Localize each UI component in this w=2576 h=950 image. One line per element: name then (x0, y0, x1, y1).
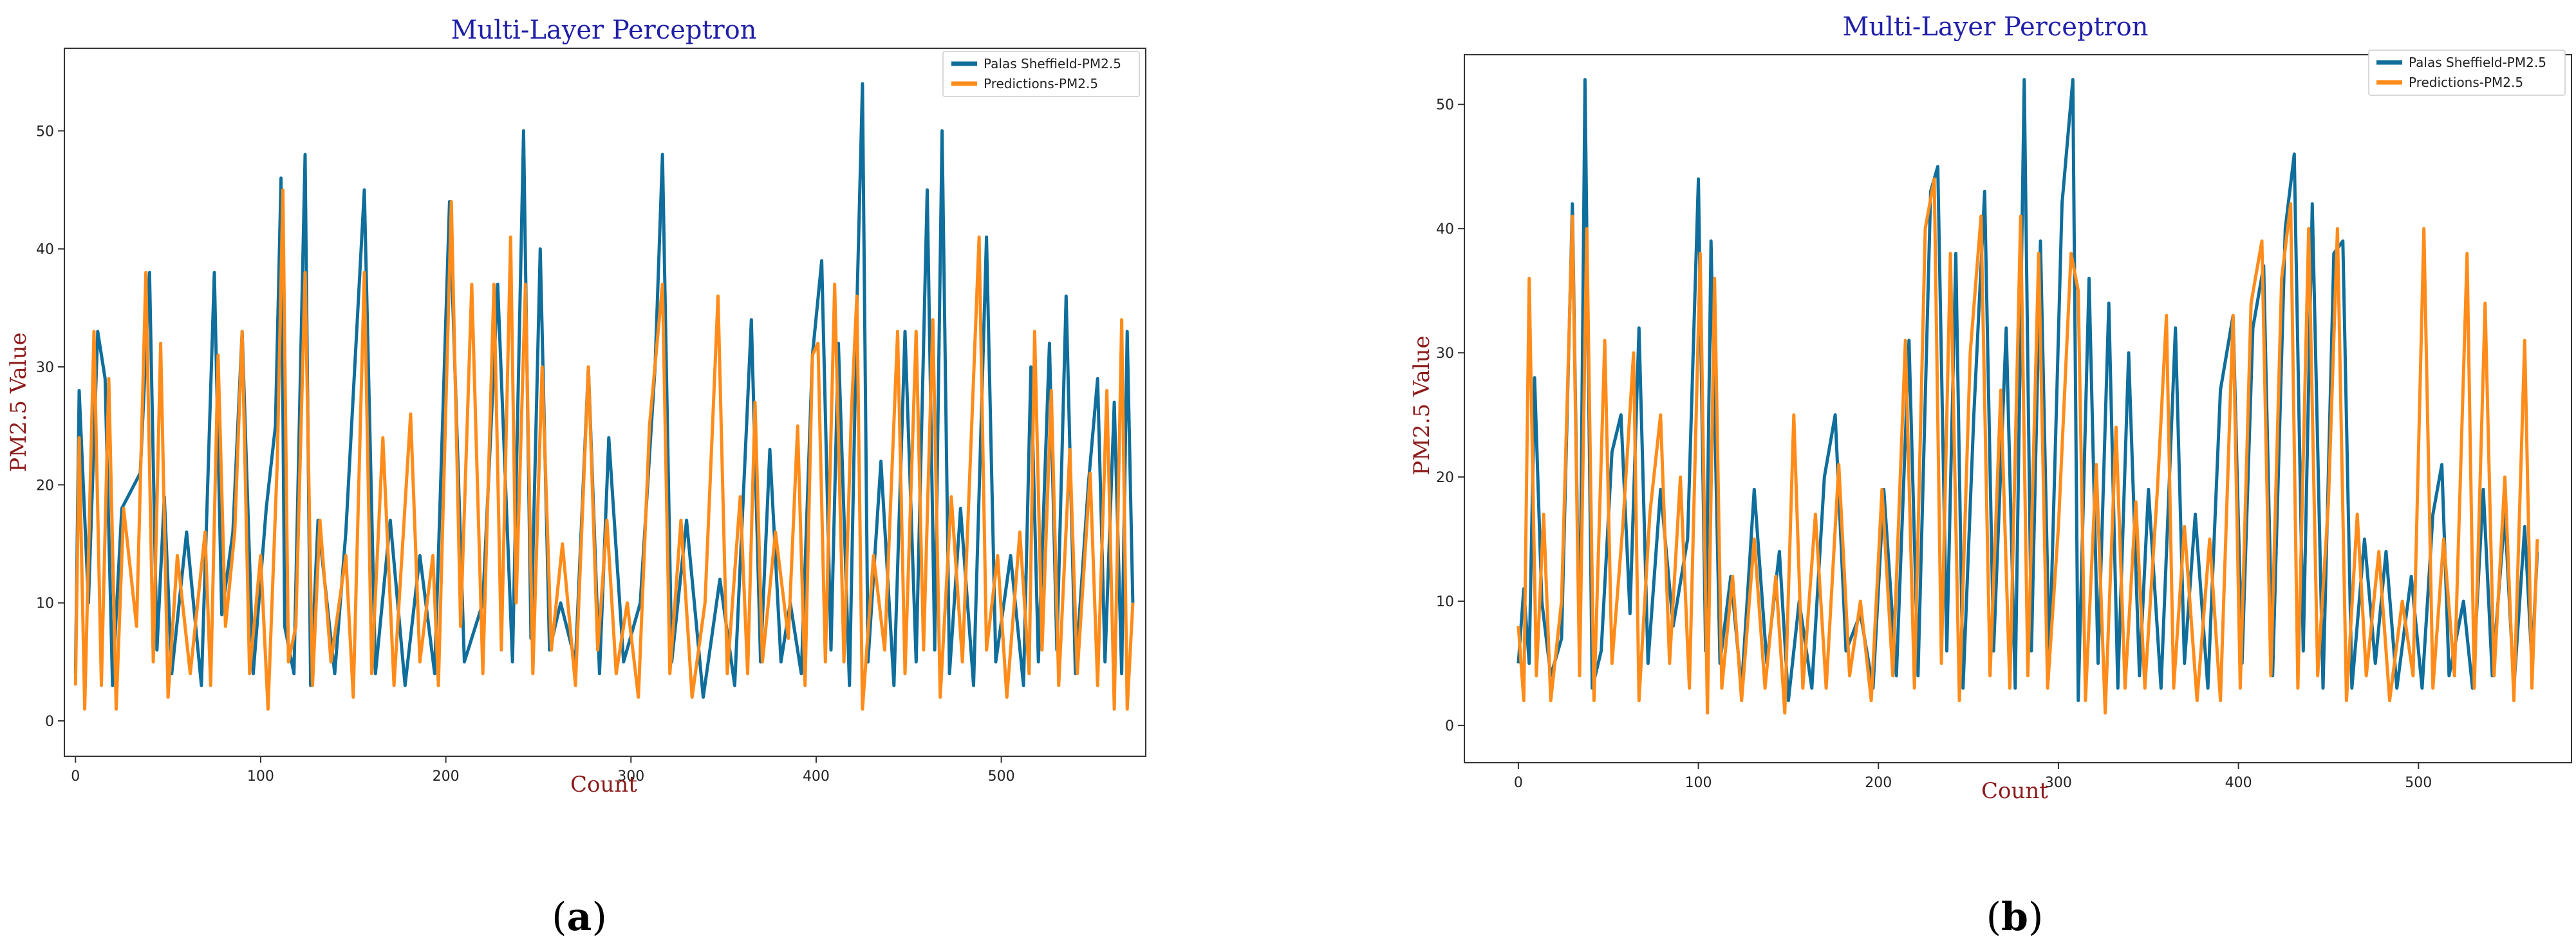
panel-b-y-tick-label: 40 (1436, 221, 1454, 238)
panel-b-y-tick-label: 50 (1436, 97, 1454, 113)
panel-a-y-tick-label: 10 (36, 596, 54, 612)
panel-b-x-tick-label: 400 (2225, 775, 2252, 791)
panel-b-series-line-2 (1517, 177, 2539, 715)
panel-a-ticks: 0 100 200 300 400 500 0 10 20 30 40 50 (36, 124, 1015, 785)
panel-a-legend-label-2: Predictions-PM2.5 (984, 76, 1098, 91)
panel-b-x-tick-label: 500 (2405, 775, 2432, 791)
panel-a-y-tick-label: 0 (45, 714, 54, 730)
panel-a-x-axis-label: Count (570, 772, 637, 797)
panel-b-plot-frame (1464, 54, 2572, 763)
panel-a-caption-letter: a (567, 895, 592, 940)
panel-b-legend: Palas Sheffield-PM2.5 Predictions-PM2.5 (2368, 50, 2566, 96)
panel-a-caption-open: ( (552, 895, 566, 940)
panel-a-series-line-2 (73, 188, 1135, 711)
panel-a-legend-box (942, 51, 1140, 97)
panel-b-series-line-1 (1517, 78, 2539, 702)
panel-b-y-tick-label: 10 (1436, 594, 1454, 610)
panel-b-x-tick-label: 100 (1685, 775, 1712, 791)
panel-b-legend-label-2: Predictions-PM2.5 (2409, 75, 2523, 90)
panel-b-series (1517, 78, 2539, 715)
panel-a-x-tick-label: 100 (247, 768, 274, 785)
panel-b-caption-letter: b (2001, 895, 2028, 940)
panel-a: Multi-Layer Perceptron 0 100 200 300 400 5000… (6, 15, 1146, 940)
panel-a-series (73, 82, 1135, 711)
panel-a-y-axis-label: PM2.5 Value (6, 332, 32, 472)
panel-a-legend-label-1: Palas Sheffield-PM2.5 (984, 56, 1121, 71)
panel-a-legend: Palas Sheffield-PM2.5 Predictions-PM2.5 (942, 51, 1140, 97)
panel-b-legend-box (2368, 50, 2566, 96)
panel-b-title: Multi-Layer Perceptron (1842, 12, 2148, 42)
panel-a-caption-close: ) (592, 895, 606, 940)
panel-b: Multi-Layer Perceptron 0 100 200 300 400 5000… (1409, 12, 2572, 940)
panel-b-x-tick-label: 300 (2045, 775, 2072, 791)
panel-b-caption-close: ) (2028, 895, 2043, 940)
panel-a-caption: (a) (552, 895, 607, 940)
panel-b-legend-label-1: Palas Sheffield-PM2.5 (2409, 55, 2546, 70)
panel-a-y-tick-label: 50 (36, 124, 54, 140)
panel-a-x-tick-label: 0 (71, 768, 80, 785)
panel-b-y-tick-label: 30 (1436, 346, 1454, 362)
panel-b-y-axis-label: PM2.5 Value (1409, 335, 1435, 475)
panel-a-y-tick-label: 20 (36, 478, 54, 494)
panel-b-y-tick-label: 20 (1436, 470, 1454, 486)
panel-a-plot-frame (64, 48, 1146, 757)
panel-b-ticks: 0 100 200 300 400 500 0 10 20 30 40 50 (1436, 97, 2432, 791)
panel-b-x-tick-label: 200 (1865, 775, 1892, 791)
panel-a-x-tick-label: 200 (433, 768, 460, 785)
panel-a-x-tick-label: 300 (617, 768, 644, 785)
panel-a-title: Multi-Layer Perceptron (451, 15, 756, 45)
panel-b-x-tick-label: 0 (1514, 775, 1523, 791)
panel-a-y-tick-label: 40 (36, 242, 54, 258)
panel-b-x-axis-label: Count (1981, 778, 2048, 804)
panel-b-caption: (b) (1986, 895, 2044, 940)
panel-a-y-tick-label: 30 (36, 360, 54, 376)
panel-b-y-tick-label: 0 (1445, 718, 1454, 734)
panel-b-caption-open: ( (1986, 895, 2001, 940)
panel-a-x-tick-label: 400 (803, 768, 830, 785)
panel-a-x-tick-label: 500 (988, 768, 1015, 785)
